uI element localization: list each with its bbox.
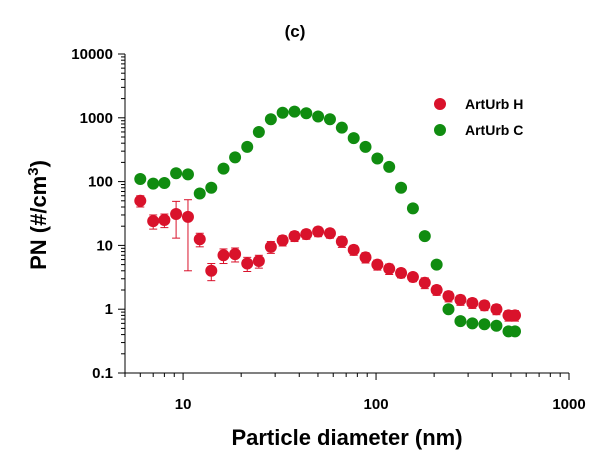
data-point xyxy=(288,230,301,243)
data-point xyxy=(478,299,491,312)
data-point xyxy=(181,210,194,223)
data-point xyxy=(193,187,206,200)
data-point xyxy=(181,168,194,181)
data-point xyxy=(229,151,242,164)
data-point xyxy=(335,121,348,134)
data-point xyxy=(264,113,277,126)
data-point xyxy=(264,240,277,253)
data-point xyxy=(418,276,431,289)
y-axis-title-close: ) xyxy=(26,160,51,167)
data-point xyxy=(229,248,242,261)
data-point xyxy=(241,140,254,153)
data-point xyxy=(371,258,384,271)
x-tick-label: 1000 xyxy=(552,396,585,413)
data-point xyxy=(406,202,419,215)
y-tick-label: 1000 xyxy=(80,110,113,127)
data-point xyxy=(241,257,254,270)
data-point xyxy=(395,266,408,279)
data-point xyxy=(454,293,467,306)
legend-label-artUrb-h: ArtUrb H xyxy=(465,96,523,112)
y-tick-label: 0.1 xyxy=(92,365,113,382)
data-point xyxy=(134,172,147,185)
data-point xyxy=(300,107,313,120)
data-point xyxy=(276,106,289,119)
data-point xyxy=(170,208,183,221)
legend-marker-artUrb-c xyxy=(434,124,446,136)
series-arturb-c xyxy=(134,105,522,338)
data-point xyxy=(147,215,160,228)
data-series xyxy=(134,105,522,338)
data-point xyxy=(406,270,419,283)
data-point xyxy=(300,228,313,241)
x-tick-label: 10 xyxy=(175,396,192,413)
data-point xyxy=(442,290,455,303)
y-tick-label: 10000 xyxy=(71,46,113,63)
chart-title: (c) xyxy=(285,22,306,41)
y-axis-title-sup: 3 xyxy=(25,167,42,175)
data-point xyxy=(509,309,522,322)
x-axis-title: Particle diameter (nm) xyxy=(231,425,462,450)
data-point xyxy=(323,227,336,240)
data-point xyxy=(288,105,301,118)
data-point xyxy=(158,214,171,227)
legend-marker-artUrb-h xyxy=(434,98,446,110)
data-point xyxy=(395,181,408,194)
data-point xyxy=(276,234,289,247)
data-point xyxy=(323,113,336,126)
data-point xyxy=(478,318,491,331)
data-point xyxy=(347,243,360,256)
data-point xyxy=(383,262,396,275)
data-point xyxy=(193,233,206,246)
data-point xyxy=(312,225,325,238)
y-axis-ticks: 0.1 1 10 100 1000 10000 xyxy=(71,46,125,382)
data-point xyxy=(312,110,325,123)
data-point xyxy=(466,317,479,330)
data-point xyxy=(430,283,443,296)
y-tick-label: 10 xyxy=(96,237,113,254)
data-point xyxy=(359,140,372,153)
data-point xyxy=(383,160,396,173)
data-point xyxy=(147,177,160,190)
y-axis-title-base: PN (#/cm xyxy=(26,176,51,270)
x-tick-label: 100 xyxy=(364,396,389,413)
data-point xyxy=(134,194,147,207)
x-axis-ticks: 10 100 1000 xyxy=(124,373,586,413)
legend: ArtUrb H ArtUrb C xyxy=(434,96,523,138)
data-point xyxy=(347,132,360,145)
series-arturb-h xyxy=(134,194,522,322)
data-point xyxy=(252,125,265,138)
data-point xyxy=(490,303,503,316)
data-point xyxy=(490,319,503,332)
legend-label-artUrb-c: ArtUrb C xyxy=(465,122,523,138)
data-point xyxy=(454,315,467,328)
data-point xyxy=(466,297,479,310)
data-point xyxy=(205,181,218,194)
data-point xyxy=(252,254,265,267)
data-point xyxy=(442,303,455,316)
data-point xyxy=(430,258,443,271)
plot-area xyxy=(124,54,569,374)
data-point xyxy=(359,251,372,264)
data-point xyxy=(205,264,218,277)
y-tick-label: 1 xyxy=(105,301,113,318)
data-point xyxy=(170,167,183,180)
y-tick-label: 100 xyxy=(88,174,113,191)
data-point xyxy=(217,249,230,262)
data-point xyxy=(335,235,348,248)
data-point xyxy=(371,152,384,165)
y-axis-title: PN (#/cm3) xyxy=(25,160,51,270)
data-point xyxy=(158,177,171,190)
data-point xyxy=(418,230,431,243)
data-point xyxy=(217,162,230,175)
data-point xyxy=(509,325,522,338)
